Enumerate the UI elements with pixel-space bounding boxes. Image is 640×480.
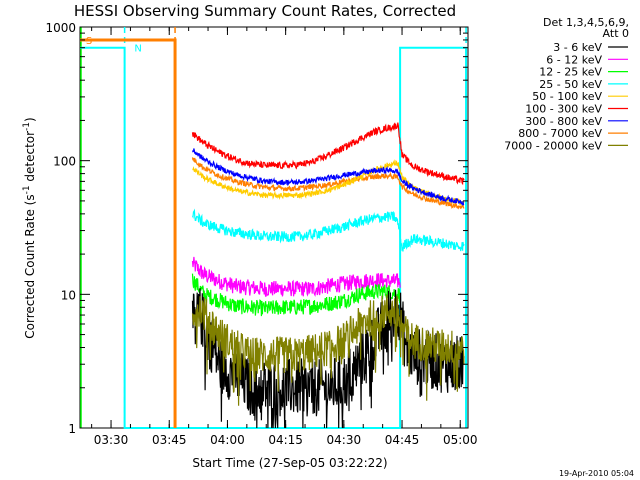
timestamp: 19-Apr-2010 05:04: [559, 469, 634, 478]
legend-label: 800 - 7000 keV: [518, 127, 602, 140]
legend-label: 100 - 300 keV: [525, 103, 602, 116]
series-layer: [191, 122, 465, 429]
legend-subheader: Att 0: [603, 27, 629, 40]
plot-area: SN 03:30 03:45 04:00 04:15 04:30 04:45 05:0011…: [45, 21, 477, 447]
x-tick-label: 04:15: [268, 433, 303, 447]
y-label-sup2: -1: [22, 122, 32, 131]
y-label-end: ): [23, 117, 37, 122]
legend-header: Det 1,3,4,5,6,9,: [543, 16, 629, 29]
x-tick-label: 03:45: [152, 433, 187, 447]
x-tick-label: 05:00: [443, 433, 478, 447]
y-tick-label: 100: [53, 155, 76, 169]
state-marker-label: N: [134, 44, 141, 55]
series-line-25-50-kev: [191, 208, 465, 252]
series-line-800-7000-kev: [191, 157, 465, 210]
series-line-300-800-kev: [191, 148, 465, 207]
x-tick-label: 04:30: [327, 433, 362, 447]
y-tick-label: 1: [68, 422, 76, 436]
y-label-main: Corrected Count Rate (s: [23, 194, 37, 338]
state-marker-label: S: [86, 36, 92, 47]
saa-state-line: [80, 38, 177, 428]
legend-label: 25 - 50 keV: [539, 78, 602, 91]
series-line-7000-20000-kev: [191, 294, 465, 406]
y-axis-label: Corrected Count Rate (s-1 detector-1): [22, 117, 37, 338]
night-state-line: [80, 46, 468, 429]
series-line-12-25-kev: [191, 273, 401, 317]
x-tick-label: 04:00: [210, 433, 245, 447]
chart-title: HESSI Observing Summary Count Rates, Cor…: [74, 2, 456, 20]
legend-label: 300 - 800 keV: [525, 115, 602, 128]
y-tick-label: 10: [61, 288, 76, 302]
axis-ticks: 03:30 03:45 04:00 04:15 04:30 04:45 05:00 1 10 10…: [45, 21, 477, 447]
y-label-sup1: -1: [22, 185, 32, 194]
y-tick-label: 1000: [45, 21, 76, 35]
x-tick-label: 04:45: [385, 433, 420, 447]
instrument-state-annotations: SN: [80, 27, 468, 429]
y-label-mid: detector: [23, 131, 37, 186]
series-line-3-6-kev: [191, 288, 465, 429]
series-line-6-12-kev: [191, 256, 401, 298]
legend-label: 3 - 6 keV: [553, 41, 602, 54]
legend-label: 50 - 100 keV: [532, 90, 602, 103]
x-tick-label: 03:30: [94, 433, 129, 447]
legend-label: 7000 - 20000 keV: [504, 139, 602, 152]
series-line-100-300-kev: [191, 122, 465, 186]
legend-label: 12 - 25 keV: [539, 66, 602, 79]
x-axis-label: Start Time (27-Sep-05 03:22:22): [192, 456, 387, 470]
legend-label: 6 - 12 keV: [546, 53, 602, 66]
